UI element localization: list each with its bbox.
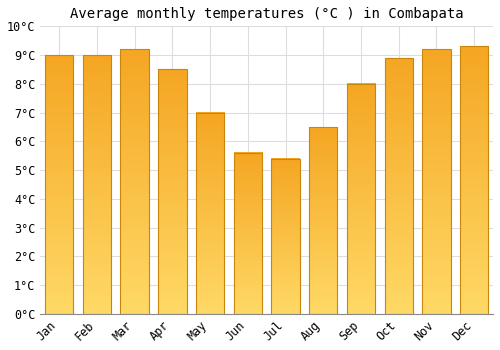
Bar bbox=[196, 113, 224, 314]
Bar bbox=[272, 159, 299, 314]
Bar bbox=[120, 49, 149, 314]
Bar bbox=[309, 127, 338, 314]
Bar bbox=[347, 84, 375, 314]
Bar bbox=[422, 49, 450, 314]
Bar bbox=[45, 55, 74, 314]
Bar bbox=[234, 153, 262, 314]
Bar bbox=[83, 55, 111, 314]
Bar bbox=[158, 69, 186, 314]
Bar bbox=[384, 58, 413, 314]
Bar bbox=[460, 47, 488, 314]
Title: Average monthly temperatures (°C ) in Combapata: Average monthly temperatures (°C ) in Co… bbox=[70, 7, 464, 21]
